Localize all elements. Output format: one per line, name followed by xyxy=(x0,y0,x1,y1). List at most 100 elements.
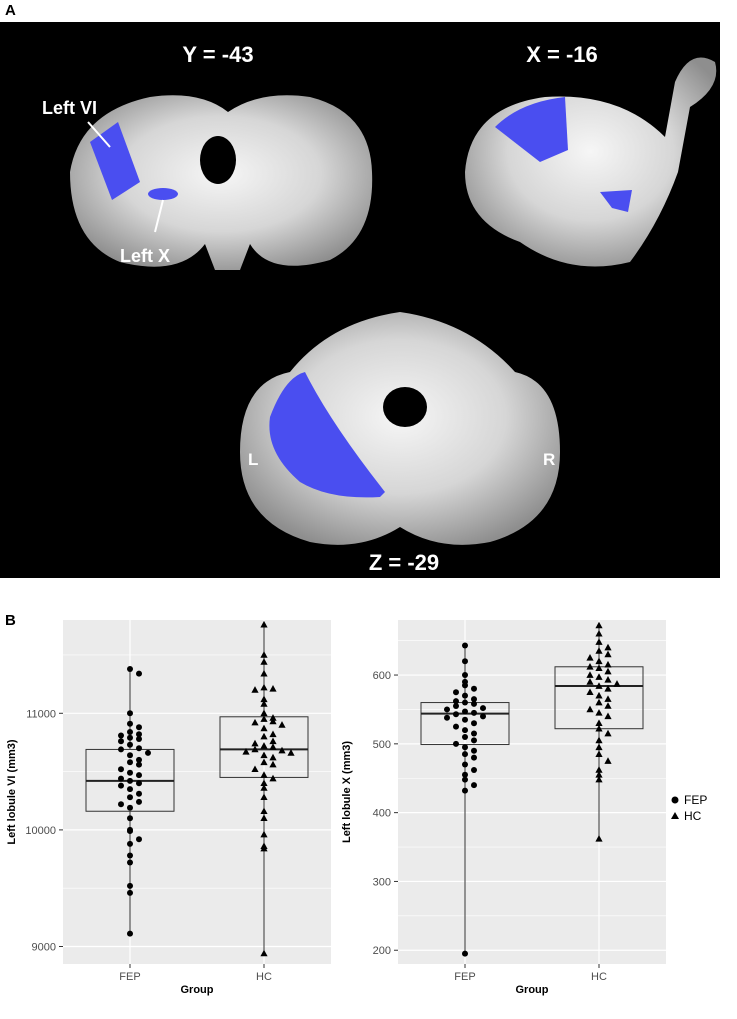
data-point-hc xyxy=(260,949,268,957)
data-point-fep xyxy=(136,735,142,742)
data-point-fep xyxy=(127,728,133,735)
y-tick-label: 11000 xyxy=(26,708,56,720)
data-point-fep xyxy=(462,751,468,758)
left-orientation-label: L xyxy=(248,450,258,469)
data-point-hc xyxy=(604,667,612,675)
left-x-pointer xyxy=(154,199,164,233)
data-point-fep xyxy=(118,782,124,789)
data-point-fep xyxy=(118,746,124,753)
data-point-fep xyxy=(462,692,468,699)
data-point-fep xyxy=(136,724,142,731)
view-label-y: Y = -43 xyxy=(182,42,253,67)
plot-background xyxy=(398,620,666,964)
axial-slice xyxy=(240,312,560,545)
data-point-fep xyxy=(136,780,142,787)
data-point-hc xyxy=(269,753,277,761)
data-point-hc xyxy=(269,685,277,692)
data-point-hc xyxy=(260,700,268,707)
data-point-fep xyxy=(471,720,477,727)
data-point-hc xyxy=(260,807,268,815)
data-point-hc xyxy=(260,658,268,665)
y-tick-label: 600 xyxy=(373,670,391,682)
data-point-hc xyxy=(586,671,594,678)
data-point-hc xyxy=(604,729,612,737)
data-point-fep xyxy=(127,815,133,822)
y-tick-label: 300 xyxy=(373,876,391,888)
data-point-fep xyxy=(462,716,468,723)
boxplot-figure: 9000 10000 11000 FEP HC Group Left lobule VI (… xyxy=(6,620,707,996)
data-point-fep xyxy=(118,801,124,808)
data-point-hc xyxy=(595,750,603,757)
data-point-fep xyxy=(462,658,468,665)
legend-key-fep xyxy=(671,796,679,804)
data-point-hc xyxy=(269,717,277,725)
data-point-hc xyxy=(595,664,603,671)
data-point-hc xyxy=(604,660,612,668)
data-point-fep xyxy=(118,775,124,782)
data-point-fep xyxy=(462,771,468,778)
data-point-fep xyxy=(462,642,468,649)
sagittal-slice xyxy=(465,57,717,267)
panel-b-letter: B xyxy=(5,612,16,629)
data-point-hc xyxy=(595,743,603,751)
data-point-hc xyxy=(269,714,277,721)
left-x-highlight-sagittal xyxy=(600,190,632,212)
data-point-fep xyxy=(462,699,468,706)
left-x-highlight-coronal xyxy=(148,188,178,200)
data-point-fep xyxy=(471,700,477,707)
data-point-hc xyxy=(595,766,603,773)
data-point-fep xyxy=(118,766,124,773)
data-point-hc xyxy=(251,718,259,726)
data-point-hc xyxy=(260,651,268,658)
data-point-hc xyxy=(269,760,277,768)
data-point-hc xyxy=(260,732,268,740)
data-point-hc xyxy=(260,683,268,691)
data-point-fep xyxy=(444,714,450,721)
data-point-hc xyxy=(595,621,603,629)
data-point-hc xyxy=(604,712,612,720)
data-point-hc xyxy=(595,709,603,716)
data-point-fep xyxy=(127,752,133,759)
x-tick-label: FEP xyxy=(119,971,140,983)
data-point-fep xyxy=(136,670,142,677)
data-point-fep xyxy=(471,730,477,737)
data-point-hc xyxy=(269,737,277,745)
data-point-fep xyxy=(444,706,450,713)
data-point-fep xyxy=(127,840,133,847)
data-point-fep xyxy=(127,720,133,727)
data-point-fep xyxy=(453,703,459,709)
data-point-hc xyxy=(260,695,268,703)
data-point-fep xyxy=(453,723,459,730)
data-point-hc xyxy=(260,709,268,717)
data-point-hc xyxy=(595,698,603,706)
data-point-fep xyxy=(136,772,142,779)
data-point-hc xyxy=(242,747,250,755)
data-point-fep xyxy=(471,685,477,692)
left-vi-pointer xyxy=(87,121,111,148)
data-point-fep xyxy=(462,744,468,751)
data-point-fep xyxy=(480,705,486,712)
data-point-hc xyxy=(595,682,603,689)
data-point-hc xyxy=(595,629,603,637)
data-point-hc xyxy=(260,784,268,791)
data-point-fep xyxy=(136,731,142,738)
data-point-hc xyxy=(251,765,259,773)
data-point-hc xyxy=(260,779,268,787)
y-tick-label: 400 xyxy=(373,808,391,820)
data-point-fep xyxy=(462,708,468,715)
data-point-fep xyxy=(462,672,468,679)
data-point-hc xyxy=(604,695,612,702)
data-point-hc xyxy=(595,736,603,744)
data-point-fep xyxy=(480,713,486,720)
legend: FEP HC xyxy=(671,793,707,823)
panel-a-letter: A xyxy=(5,2,16,19)
data-point-hc xyxy=(604,685,612,692)
data-point-hc xyxy=(260,620,268,628)
data-point-hc xyxy=(278,721,286,728)
data-point-fep xyxy=(471,766,477,773)
data-point-hc xyxy=(595,771,603,778)
legend-key-hc xyxy=(671,812,679,819)
data-point-fep xyxy=(462,727,468,734)
data-point-hc xyxy=(260,715,268,722)
data-point-fep xyxy=(127,741,133,748)
